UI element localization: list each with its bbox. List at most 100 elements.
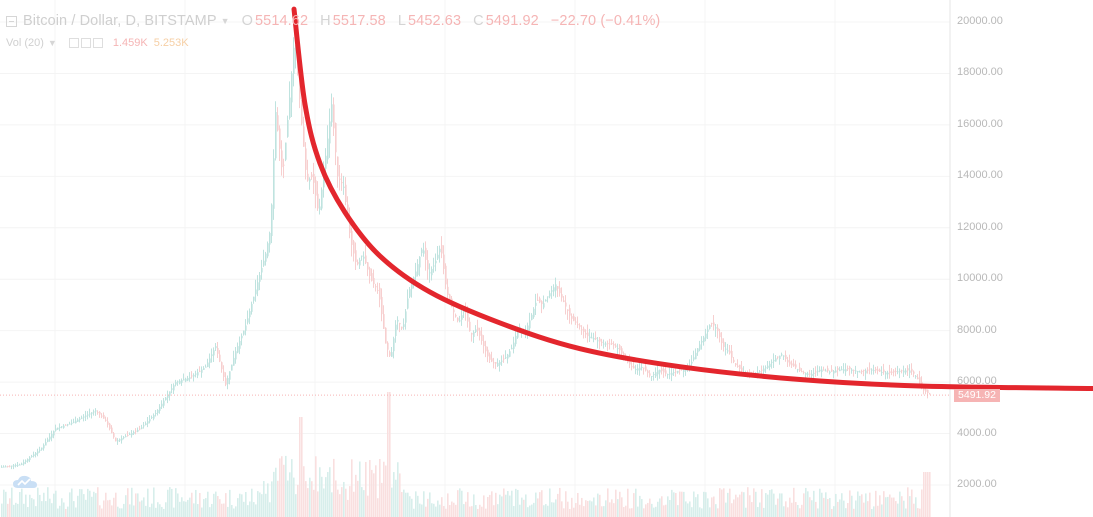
volume-bar [699,507,701,517]
volume-bar [291,459,293,517]
current-price-tag: 5491.92 [954,389,1000,403]
volume-bar [741,491,743,517]
volume-bar [349,486,351,517]
volume-bar [461,490,463,517]
volume-bar [621,497,623,517]
candle-body [139,428,141,430]
close-icon[interactable] [92,38,103,48]
candle-body [141,427,143,429]
volume-bar [643,508,645,517]
candle-body [357,261,359,265]
volume-bar [647,502,649,517]
candle-body [487,349,489,357]
candle-body [575,321,577,323]
volume-bar [37,487,39,517]
volume-bar [509,495,511,517]
volume-bar [353,491,355,517]
high-value: 5517.58 [332,13,386,29]
volume-label[interactable]: Vol (20) [6,37,44,49]
candle-body [549,293,551,297]
volume-bar [433,503,435,517]
candle-body [211,354,213,356]
candle-body [567,309,569,312]
settings-icon[interactable] [80,38,91,48]
volume-bar [271,481,273,517]
candle-body [919,377,921,384]
candle-body [591,337,593,339]
volume-bar [769,490,771,517]
volume-bar [493,505,495,517]
volume-bar [447,493,449,517]
volume-bar [473,494,475,517]
candle-body [509,351,511,357]
volume-bar [153,487,155,517]
candle-body [565,302,567,307]
volume-bar [595,505,597,517]
volume-bar [427,498,429,517]
volume-bar [821,492,823,517]
volume-bar [445,508,447,517]
volume-bar [593,497,595,517]
volume-bar [823,497,825,517]
candle-body [301,101,303,124]
volume-bar [449,505,451,517]
candle-body [181,380,183,383]
volume-bar [429,492,431,517]
volume-bar [809,497,811,517]
volume-bar [743,492,745,517]
candle-body [195,373,197,375]
symbol-title[interactable]: Bitcoin / Dollar, D, BITSTAMP [23,13,217,29]
eye-icon[interactable] [68,38,79,48]
volume-bar [707,498,709,517]
volume-bar [543,505,545,517]
candle-body [279,128,281,149]
candle-body [77,419,79,422]
volume-bar [767,494,769,517]
volume-bar [629,508,631,517]
close-label: C [473,13,484,29]
candle-body [531,314,533,320]
volume-bar [53,493,55,517]
volume-bar [431,503,433,517]
candle-body [639,367,641,371]
volume-bar [565,491,567,517]
candle-body [409,289,411,297]
volume-bar [151,503,153,517]
volume-bar [665,504,667,517]
volume-bar [475,505,477,517]
candle-body [831,369,833,372]
caret-down-icon[interactable]: ▼ [220,16,230,26]
volume-bar [507,491,509,517]
candle-body [759,371,761,373]
tradingview-cloud-icon[interactable] [12,474,38,490]
volume-bar [515,488,517,517]
volume-bar [357,480,359,517]
collapse-square-icon[interactable] [6,15,17,27]
volume-bar [901,496,903,517]
candle-body [73,421,75,423]
caret-down-icon[interactable]: ▼ [47,38,57,48]
volume-bar [841,493,843,517]
volume-bar [561,501,563,517]
volume-legend: Vol (20) ▼ 1.459K 5.253K [6,37,189,49]
candle-body [725,348,727,350]
candle-body [85,415,87,417]
candle-body [855,370,857,372]
candle-body [735,363,737,366]
volume-bar [777,498,779,517]
candle-body [373,277,375,285]
volume-bar [801,504,803,517]
volume-bar [83,494,85,517]
volume-bar [419,503,421,517]
candle-body [263,260,265,266]
volume-bar [739,494,741,517]
candle-body [133,432,135,434]
volume-bar [329,467,331,517]
candle-body [839,369,841,372]
volume-bar [101,508,103,517]
volume-bar [457,490,459,517]
volume-bar [441,497,443,517]
candle-body [19,464,21,466]
